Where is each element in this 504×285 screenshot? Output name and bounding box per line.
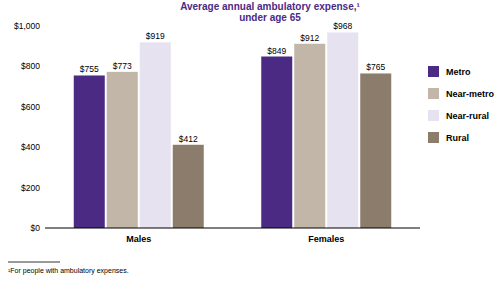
y-tick (42, 106, 45, 107)
data-label: $755 (80, 64, 99, 74)
y-tick-label: $0 (31, 223, 41, 233)
chart: Average annual ambulatory expense,¹under… (0, 0, 504, 285)
legend-swatch (428, 110, 439, 121)
bar (261, 57, 292, 228)
subtitle: under age 65 (239, 12, 301, 23)
legend-label: Near-rural (446, 111, 489, 121)
legend-label: Near-metro (446, 89, 495, 99)
legend-label: Rural (446, 133, 469, 143)
x-axis (45, 228, 420, 229)
data-label: $773 (113, 61, 132, 71)
y-tick (42, 187, 45, 188)
bar (360, 73, 391, 228)
bar (74, 75, 105, 228)
data-label: $765 (366, 62, 385, 72)
y-tick (42, 147, 45, 148)
title: Average annual ambulatory expense,¹ (180, 1, 360, 12)
y-tick-label: $1,000 (14, 21, 40, 31)
y-tick (42, 228, 45, 229)
footnote-rule (8, 262, 60, 263)
y-tick-label: $400 (21, 142, 40, 152)
legend-swatch (428, 132, 439, 143)
legend-swatch (428, 66, 439, 77)
data-label: $919 (146, 31, 165, 41)
bars (74, 32, 392, 228)
bar (294, 44, 325, 228)
bar (140, 42, 171, 228)
y-tick-label: $800 (21, 61, 40, 71)
data-labels: $755 $773 $919 $412 $849 $912 $968 $765 (80, 21, 386, 143)
y-tick-label: $600 (21, 102, 40, 112)
x-tick-label: Females (308, 234, 344, 244)
bar (327, 32, 358, 228)
y-tick-label: $200 (21, 183, 40, 193)
x-tick-label: Males (126, 234, 151, 244)
legend: Metro Near-metro Near-rural Rural (428, 66, 495, 143)
data-label: $968 (333, 21, 352, 31)
data-label: $849 (267, 46, 286, 56)
legend-swatch (428, 88, 439, 99)
legend-label: Metro (446, 67, 471, 77)
y-tick (42, 26, 45, 27)
data-label: $412 (179, 134, 198, 144)
y-tick (42, 66, 45, 67)
bar (173, 145, 204, 228)
bar (107, 72, 138, 228)
data-label: $912 (300, 33, 319, 43)
footnote: ¹For people with ambulatory expenses. (8, 267, 129, 275)
